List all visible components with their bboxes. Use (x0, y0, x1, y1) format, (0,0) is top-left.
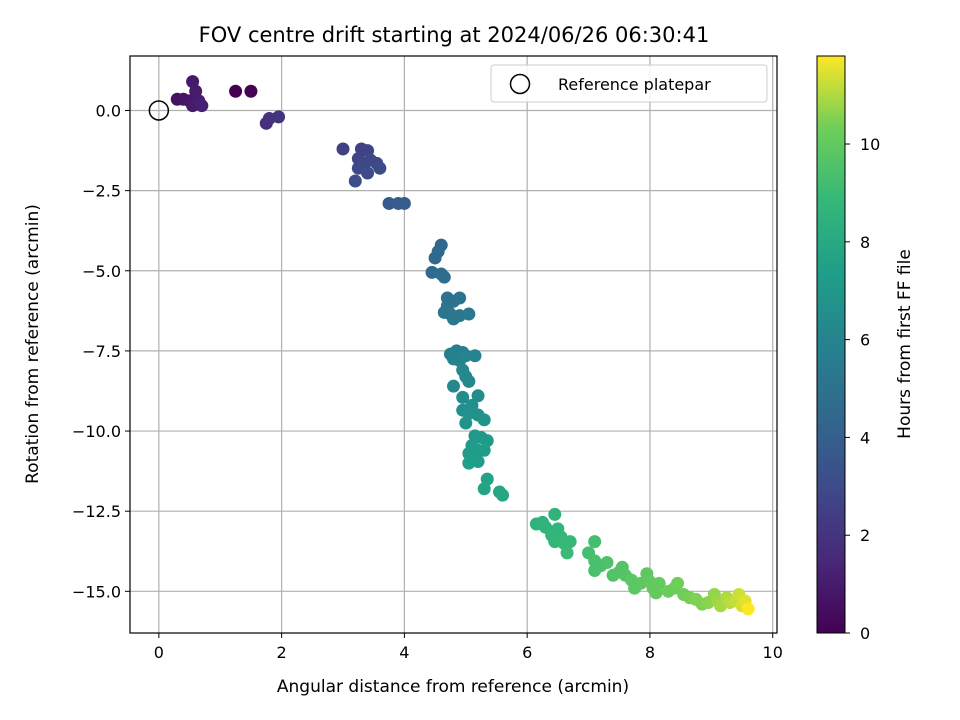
data-point (471, 389, 485, 403)
y-tick-label: −10.0 (72, 422, 121, 441)
data-point (272, 110, 286, 124)
data-point (477, 413, 491, 427)
y-tick-label: −7.5 (82, 342, 121, 361)
y-tick-label: −5.0 (82, 262, 121, 281)
x-tick-label: 8 (645, 643, 655, 662)
reference-marker-layer (148, 100, 170, 121)
chart-title: FOV centre drift starting at 2024/06/26 … (199, 23, 710, 47)
legend-label-reference-platepar: Reference platepar (558, 75, 711, 94)
x-tick-label: 10 (763, 643, 783, 662)
data-point (453, 291, 467, 305)
data-point (600, 555, 614, 569)
reference-platepar-marker (148, 100, 170, 121)
data-point (195, 99, 209, 113)
grid-lines (130, 56, 777, 633)
y-tick-label: −12.5 (72, 502, 121, 521)
data-point (671, 576, 685, 590)
data-point (456, 390, 470, 404)
data-point (348, 174, 362, 188)
x-tick-label: 2 (277, 643, 287, 662)
data-point (496, 488, 510, 502)
colorbar-tick-label: 2 (860, 526, 870, 545)
data-point (462, 374, 476, 388)
plot-frame (129, 55, 778, 634)
data-point (471, 455, 485, 469)
colorbar-tick-label: 4 (860, 428, 870, 447)
y-tick-label: −15.0 (72, 582, 121, 601)
data-points (170, 75, 755, 616)
data-point (477, 482, 491, 496)
data-point (244, 84, 258, 98)
data-point (741, 602, 755, 616)
data-point (447, 379, 460, 393)
data-point (560, 546, 574, 560)
colorbar-label: Hours from first FF file (895, 249, 915, 439)
x-tick-label: 6 (522, 643, 532, 662)
data-point (588, 563, 602, 577)
data-point (462, 307, 476, 321)
data-point (437, 270, 451, 284)
data-point (229, 84, 243, 98)
data-point (652, 576, 666, 590)
y-ticks: 0.0 −2.5 −5.0 −7.5 −10.0 −12.5 −15.0 (72, 101, 130, 601)
data-point (373, 161, 387, 175)
y-tick-label: −2.5 (82, 182, 121, 201)
data-point (428, 251, 442, 265)
colorbar: 0 2 4 6 8 10 Hours from first FF file (816, 55, 915, 643)
y-tick-label: 0.0 (96, 101, 121, 120)
data-point (459, 416, 473, 430)
colorbar-tick-label: 6 (860, 331, 870, 350)
data-point (382, 196, 396, 210)
data-point (588, 535, 602, 549)
data-point (336, 142, 350, 156)
data-point (397, 196, 411, 210)
legend-box (490, 64, 768, 103)
x-axis-label: Angular distance from reference (arcmin) (277, 677, 629, 697)
colorbar-tick-label: 10 (860, 135, 880, 154)
y-axis-label: Rotation from reference (arcmin) (23, 204, 43, 484)
colorbar-gradient (816, 55, 846, 634)
colorbar-tick-label: 8 (860, 233, 870, 252)
data-point (468, 349, 482, 363)
data-point (477, 443, 491, 457)
legend-marker-open-circle (509, 73, 531, 95)
data-point (563, 535, 577, 549)
colorbar-ticks: 0 2 4 6 8 10 (845, 135, 880, 643)
data-point (548, 507, 562, 521)
x-tick-label: 0 (154, 643, 164, 662)
data-point (361, 166, 375, 180)
data-point (459, 349, 473, 363)
legend: Reference platepar (490, 64, 768, 103)
colorbar-tick-label: 0 (860, 624, 870, 643)
x-tick-label: 4 (399, 643, 409, 662)
x-ticks: 0 2 4 6 8 10 (154, 633, 783, 662)
